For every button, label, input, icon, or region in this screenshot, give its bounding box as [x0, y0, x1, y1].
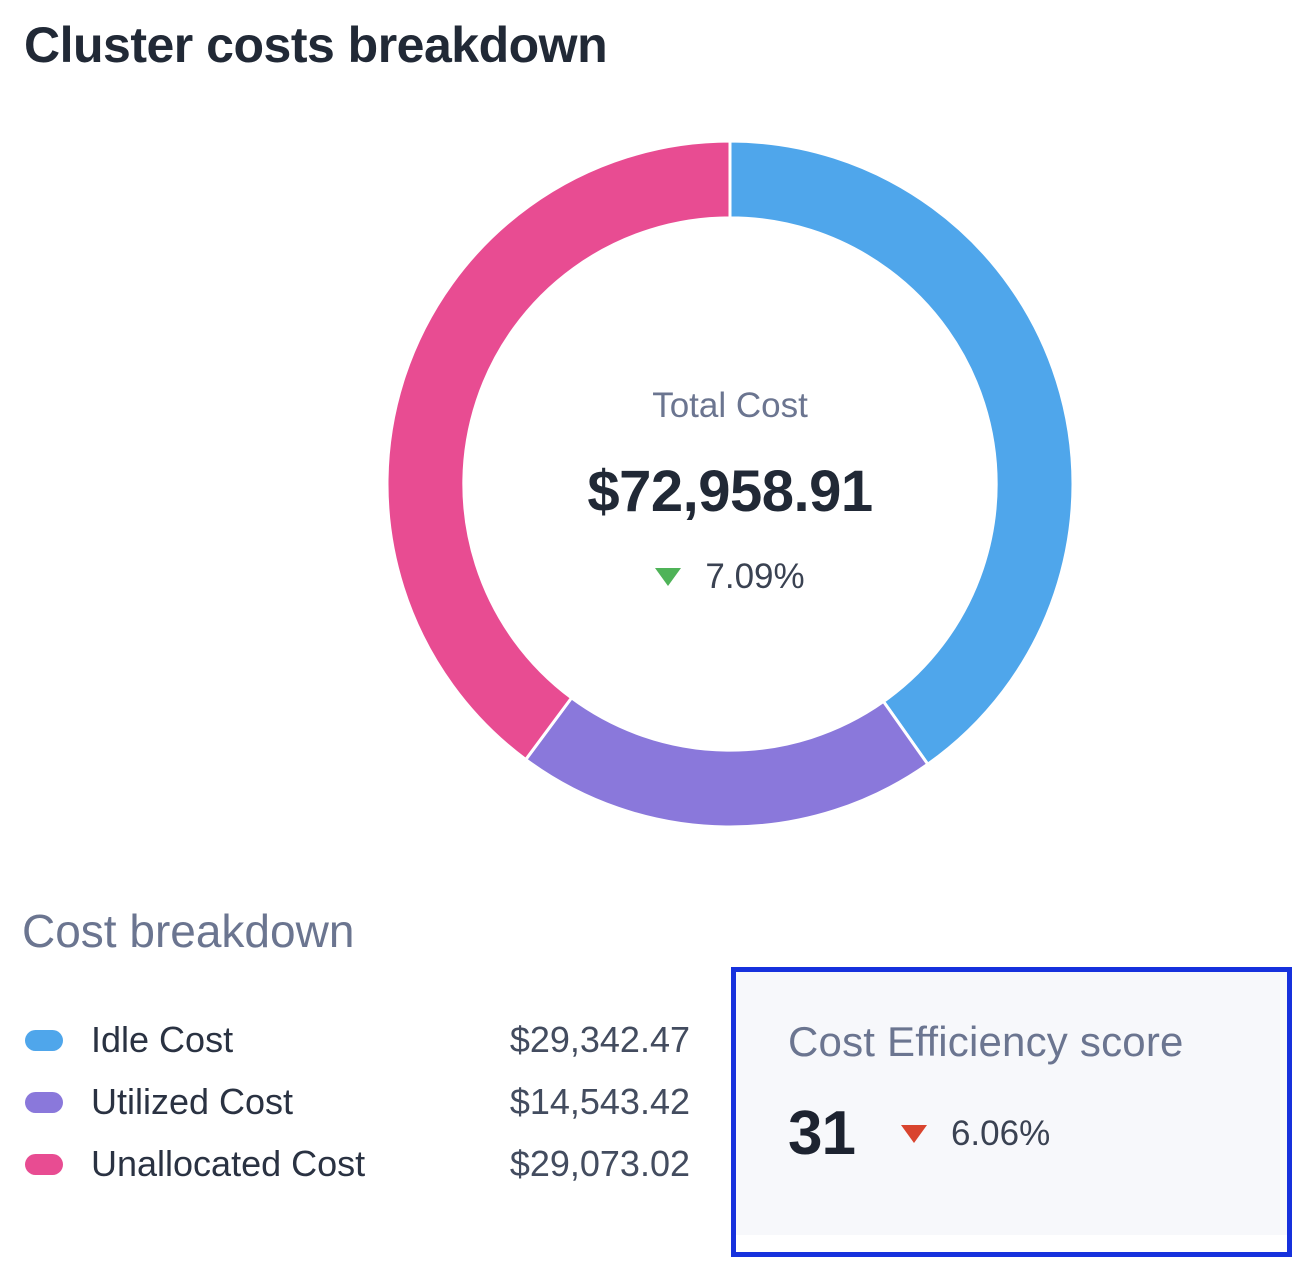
donut-segment-utilized-cost[interactable]: [524, 696, 930, 827]
cost-efficiency-row: 31 6.06%: [788, 1098, 1257, 1169]
cost-efficiency-delta: 6.06%: [950, 1113, 1051, 1153]
legend-row-idle-cost[interactable]: Idle Cost $29,342.47: [22, 1009, 690, 1071]
idle-cost-swatch-icon: [25, 1029, 63, 1051]
donut-svg: [387, 141, 1073, 827]
page-title: Cluster costs breakdown: [24, 17, 608, 73]
legend-value: $29,342.47: [509, 1019, 690, 1060]
unallocated-cost-swatch-icon: [25, 1153, 63, 1175]
donut-chart: Total Cost $72,958.91 7.09%: [387, 141, 1073, 827]
donut-segment-unallocated-cost[interactable]: [387, 141, 732, 762]
legend-label: Idle Cost: [91, 1019, 234, 1060]
legend-label: Unallocated Cost: [91, 1143, 366, 1184]
utilized-cost-swatch-icon: [25, 1091, 63, 1113]
legend-row-utilized-cost[interactable]: Utilized Cost $14,543.42: [22, 1071, 690, 1133]
cost-efficiency-score-card[interactable]: Cost Efficiency score 31 6.06%: [731, 967, 1292, 1257]
trend-down-icon: [900, 1124, 927, 1143]
legend-value: $29,073.02: [509, 1143, 690, 1184]
legend-value: $14,543.42: [509, 1081, 690, 1122]
cost-efficiency-score-tile: Cost Efficiency score 31 6.06%: [736, 972, 1287, 1235]
donut-segment-idle-cost[interactable]: [728, 141, 1073, 766]
cost-efficiency-value: 31: [788, 1099, 856, 1168]
cost-breakdown-legend: Idle Cost $29,342.47 Utilized Cost $14,5…: [22, 1009, 690, 1195]
cost-breakdown-heading: Cost breakdown: [22, 905, 355, 957]
legend-label: Utilized Cost: [91, 1081, 294, 1122]
legend-row-unallocated-cost[interactable]: Unallocated Cost $29,073.02: [22, 1133, 690, 1195]
cost-efficiency-heading: Cost Efficiency score: [788, 1018, 1184, 1065]
